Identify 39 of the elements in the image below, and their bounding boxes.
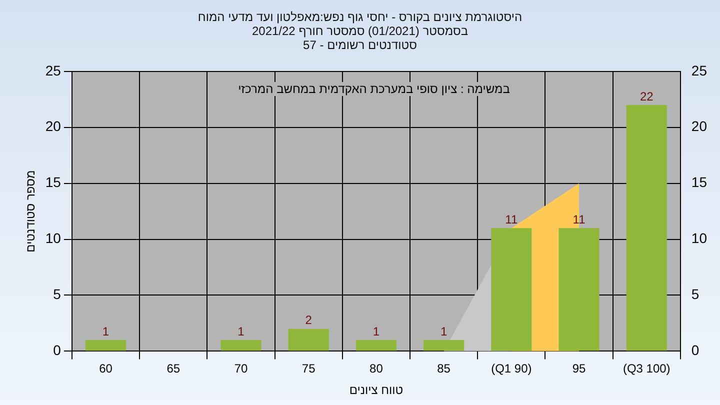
- data-label: 1: [372, 324, 380, 338]
- data-label: 1: [102, 324, 110, 338]
- bar: [424, 340, 464, 351]
- x-tick-label: 65: [166, 362, 180, 376]
- chart-title: היסטוגרמת ציונים בקורס - יחסי גוף נפש:מאפלטון ועד מדעי המוח בסמסטר (01/2021) סמסטר חורף 2021/22 סטודנטים רשומים - 57: [196, 10, 524, 52]
- annotation: במשימה : ציון סופי במערכת האקדמית במחשב המרכזי: [235, 82, 513, 96]
- bar: [356, 340, 396, 351]
- x-tick-label: (Q3 100): [622, 362, 670, 376]
- x-tick-label: 95: [572, 362, 586, 376]
- bar: [558, 228, 600, 351]
- y-tick-label: 10: [45, 230, 62, 246]
- y-tick-label: 0: [53, 342, 62, 358]
- bar: [288, 328, 329, 351]
- y-tick-label: 20: [45, 118, 62, 134]
- data-label: 22: [640, 89, 654, 104]
- y-tick-label: 25: [45, 62, 62, 78]
- y2-tick-label: 15: [691, 174, 708, 190]
- y-axis-title: מספר סטודנטים: [24, 170, 38, 252]
- data-label: 11: [505, 212, 518, 226]
- data-label: 1: [440, 324, 448, 338]
- bar: [85, 340, 126, 351]
- bar: [220, 340, 262, 351]
- x-tick-label: 60: [99, 362, 113, 376]
- y2-tick-label: 0: [691, 342, 700, 358]
- data-label: 2: [305, 313, 312, 328]
- y2-tick-label: 25: [691, 62, 708, 78]
- data-label: 1: [238, 324, 245, 338]
- y2-tick-label: 20: [691, 118, 708, 134]
- y2-tick-label: 5: [691, 286, 700, 302]
- x-tick-label: 75: [302, 362, 316, 376]
- x-tick-label: 70: [234, 362, 248, 376]
- y2-tick-label: 10: [691, 230, 708, 246]
- x-tick-label: 80: [370, 362, 384, 376]
- bar: [626, 104, 667, 351]
- x-tick-label: (Q1 90): [491, 362, 532, 376]
- y-tick-label: 5: [53, 286, 62, 302]
- x-axis-title: טווח ציונים: [349, 383, 404, 398]
- y-tick-label: 15: [45, 174, 62, 190]
- x-tick-label: 85: [437, 362, 451, 376]
